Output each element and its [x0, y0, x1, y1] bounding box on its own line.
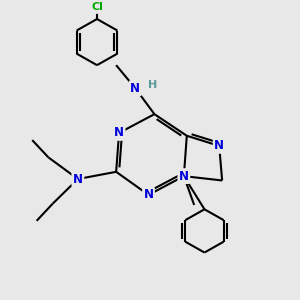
Text: N: N — [214, 140, 224, 152]
Text: H: H — [148, 80, 157, 90]
Text: N: N — [114, 126, 124, 140]
Text: N: N — [130, 82, 140, 95]
Text: N: N — [179, 169, 189, 183]
Text: Cl: Cl — [91, 2, 103, 13]
Text: N: N — [143, 188, 154, 201]
Text: N: N — [73, 172, 83, 185]
